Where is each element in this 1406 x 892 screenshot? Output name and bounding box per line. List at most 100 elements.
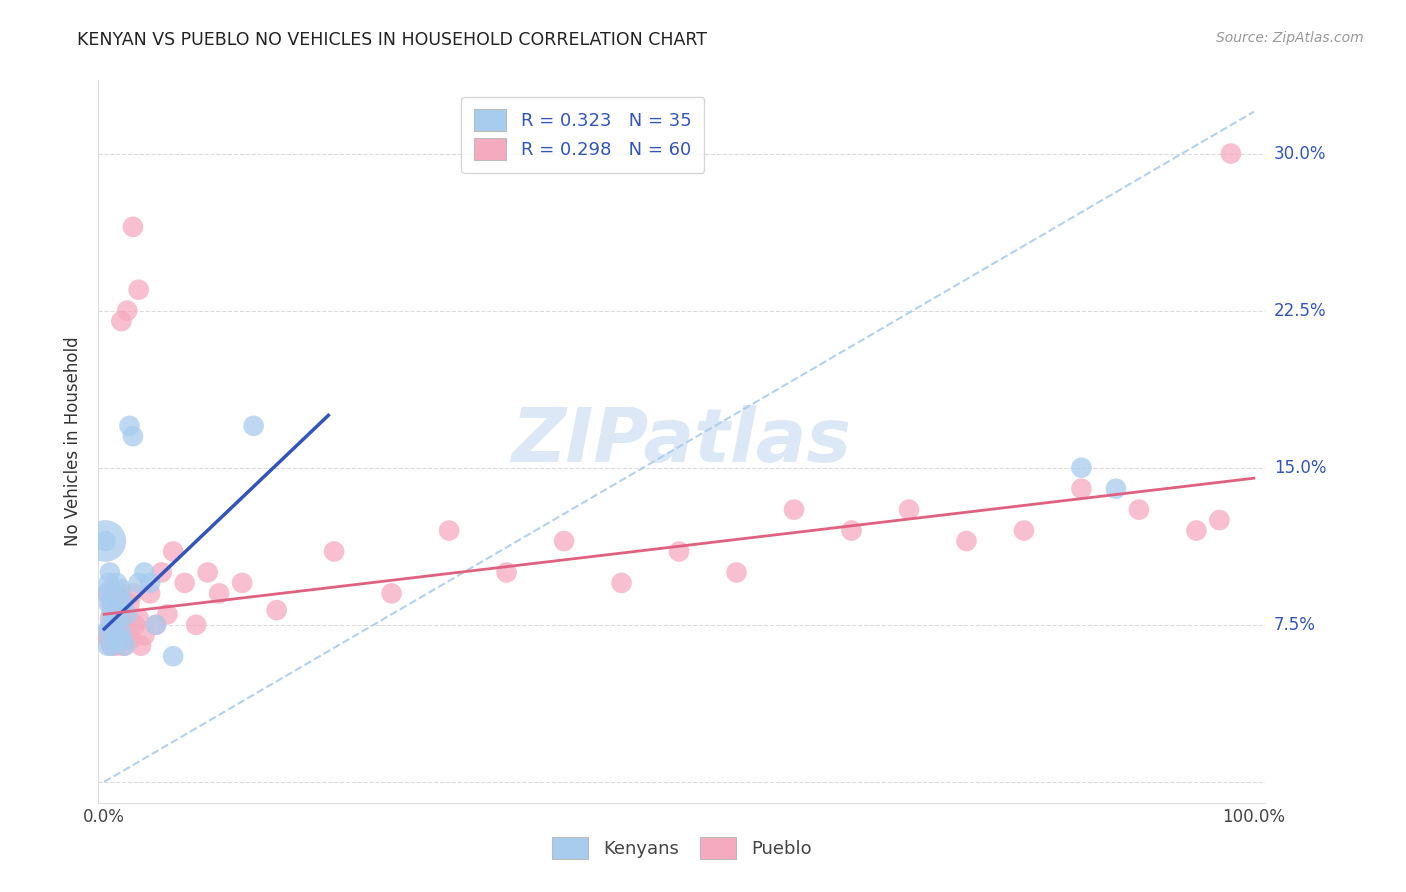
Point: [139, 586, 162, 600]
Point: [145, 617, 167, 632]
Text: 30.0%: 30.0%: [1274, 145, 1326, 162]
Point: [145, 617, 167, 632]
Point: [173, 575, 195, 590]
Point: [97, 632, 120, 647]
Point: [725, 566, 748, 580]
Y-axis label: No Vehicles in Household: No Vehicles in Household: [65, 336, 83, 547]
Point: [783, 502, 806, 516]
Point: [111, 632, 134, 647]
Point: [1185, 524, 1208, 538]
Point: [96, 586, 118, 600]
Point: [1208, 513, 1230, 527]
Point: [150, 566, 173, 580]
Point: [103, 628, 125, 642]
Point: [110, 586, 132, 600]
Point: [94, 534, 117, 549]
Point: [1219, 146, 1241, 161]
Point: [156, 607, 179, 622]
Point: [122, 429, 145, 443]
Text: 22.5%: 22.5%: [1274, 301, 1326, 319]
Point: [266, 603, 288, 617]
Point: [108, 591, 131, 605]
Point: [128, 283, 150, 297]
Point: [97, 575, 120, 590]
Point: [111, 611, 134, 625]
Point: [97, 597, 120, 611]
Point: [103, 632, 125, 647]
Point: [208, 586, 231, 600]
Text: 7.5%: 7.5%: [1274, 615, 1316, 634]
Point: [97, 639, 120, 653]
Point: [1070, 460, 1092, 475]
Legend: Kenyans, Pueblo: Kenyans, Pueblo: [546, 830, 818, 866]
Point: [97, 624, 120, 638]
Point: [128, 611, 150, 625]
Point: [186, 617, 208, 632]
Text: 15.0%: 15.0%: [1274, 458, 1326, 476]
Point: [112, 597, 135, 611]
Point: [128, 575, 150, 590]
Point: [122, 219, 145, 234]
Point: [100, 597, 122, 611]
Point: [101, 639, 124, 653]
Point: [323, 544, 346, 558]
Point: [242, 418, 264, 433]
Point: [197, 566, 219, 580]
Point: [134, 566, 156, 580]
Point: [841, 524, 863, 538]
Point: [97, 586, 120, 600]
Point: [107, 611, 129, 625]
Text: KENYAN VS PUEBLO NO VEHICLES IN HOUSEHOLD CORRELATION CHART: KENYAN VS PUEBLO NO VEHICLES IN HOUSEHOL…: [77, 31, 707, 49]
Point: [100, 607, 122, 622]
Point: [115, 624, 138, 638]
Point: [110, 624, 132, 638]
Point: [101, 617, 124, 632]
Point: [610, 575, 633, 590]
Text: Source: ZipAtlas.com: Source: ZipAtlas.com: [1216, 31, 1364, 45]
Point: [139, 575, 162, 590]
Point: [495, 566, 517, 580]
Point: [103, 586, 125, 600]
Point: [118, 418, 141, 433]
Point: [162, 649, 184, 664]
Point: [103, 624, 125, 638]
Point: [129, 639, 152, 653]
Point: [114, 639, 136, 653]
Point: [134, 628, 156, 642]
Point: [118, 597, 141, 611]
Point: [381, 586, 404, 600]
Point: [105, 575, 128, 590]
Point: [114, 607, 136, 622]
Point: [1070, 482, 1092, 496]
Point: [103, 617, 125, 632]
Point: [96, 628, 118, 642]
Point: [98, 566, 121, 580]
Point: [101, 597, 124, 611]
Point: [98, 611, 121, 625]
Point: [100, 639, 122, 653]
Point: [162, 544, 184, 558]
Point: [108, 617, 131, 632]
Point: [231, 575, 253, 590]
Point: [1012, 524, 1035, 538]
Point: [110, 314, 132, 328]
Point: [120, 632, 142, 647]
Point: [100, 582, 122, 597]
Point: [115, 607, 138, 622]
Point: [112, 639, 135, 653]
Point: [107, 597, 129, 611]
Point: [124, 617, 146, 632]
Point: [105, 639, 128, 653]
Point: [553, 534, 575, 549]
Point: [898, 502, 921, 516]
Point: [122, 586, 145, 600]
Point: [1105, 482, 1128, 496]
Point: [98, 617, 121, 632]
Point: [103, 586, 125, 600]
Point: [1128, 502, 1150, 516]
Point: [437, 524, 460, 538]
Point: [668, 544, 690, 558]
Point: [110, 632, 132, 647]
Point: [955, 534, 977, 549]
Text: ZIPatlas: ZIPatlas: [512, 405, 852, 478]
